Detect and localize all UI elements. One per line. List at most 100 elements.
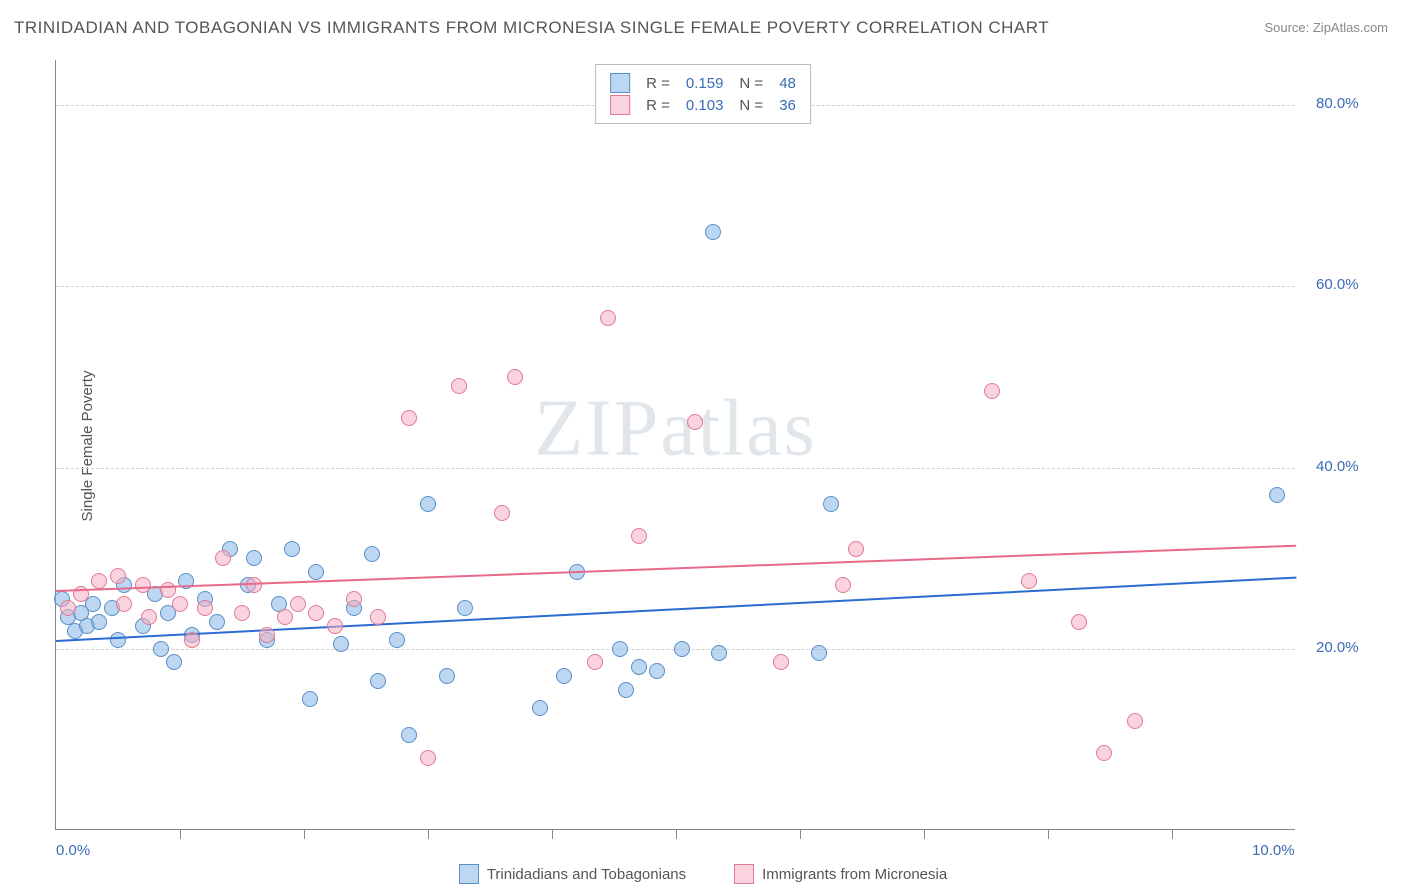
x-tick-label: 10.0% [1252,842,1295,859]
n-value-trinidad: 48 [779,75,796,92]
data-point [1096,745,1112,761]
r-label: R = [646,97,670,114]
data-point [532,700,548,716]
data-point [370,609,386,625]
data-point [327,618,343,634]
x-tick-mark [1172,829,1173,839]
chart-container: TRINIDADIAN AND TOBAGONIAN VS IMMIGRANTS… [0,0,1406,892]
data-point [172,596,188,612]
data-point [711,645,727,661]
data-point [587,654,603,670]
data-point [811,645,827,661]
data-point [389,632,405,648]
legend-label-micronesia: Immigrants from Micronesia [762,866,947,883]
watermark-text: ZIPatlas [534,384,817,475]
data-point [1021,573,1037,589]
x-tick-mark [180,829,181,839]
data-point [612,641,628,657]
data-point [290,596,306,612]
n-label: N = [739,75,763,92]
grid-line [56,286,1295,287]
n-value-micronesia: 36 [779,97,796,114]
y-tick-label: 60.0% [1316,276,1359,293]
swatch-pink-icon [610,95,630,115]
correlation-row-trinidad: R = 0.159 N = 48 [610,73,796,93]
x-tick-mark [304,829,305,839]
data-point [631,528,647,544]
data-point [507,369,523,385]
data-point [1269,487,1285,503]
data-point [773,654,789,670]
data-point [209,614,225,630]
data-point [1127,713,1143,729]
data-point [110,568,126,584]
x-tick-mark [676,829,677,839]
data-point [439,668,455,684]
x-tick-label: 0.0% [56,842,90,859]
data-point [184,632,200,648]
r-label: R = [646,75,670,92]
data-point [215,550,231,566]
x-tick-mark [800,829,801,839]
correlation-legend: R = 0.159 N = 48 R = 0.103 N = 36 [595,64,811,124]
data-point [687,414,703,430]
data-point [618,682,634,698]
trend-line [56,545,1296,592]
n-label: N = [739,97,763,114]
r-value-trinidad: 0.159 [686,75,724,92]
data-point [259,627,275,643]
data-point [166,654,182,670]
swatch-blue-icon [459,864,479,884]
data-point [984,383,1000,399]
data-point [346,591,362,607]
data-point [135,577,151,593]
data-point [116,596,132,612]
data-point [308,605,324,621]
data-point [234,605,250,621]
x-tick-mark [1048,829,1049,839]
data-point [91,573,107,589]
data-point [370,673,386,689]
y-tick-label: 40.0% [1316,458,1359,475]
data-point [401,410,417,426]
data-point [494,505,510,521]
data-point [600,310,616,326]
data-point [60,600,76,616]
data-point [110,632,126,648]
data-point [835,577,851,593]
data-point [308,564,324,580]
data-point [1071,614,1087,630]
data-point [674,641,690,657]
data-point [420,750,436,766]
y-tick-label: 80.0% [1316,95,1359,112]
data-point [246,550,262,566]
data-point [649,663,665,679]
data-point [153,641,169,657]
data-point [284,541,300,557]
data-point [302,691,318,707]
data-point [364,546,380,562]
data-point [451,378,467,394]
x-tick-mark [428,829,429,839]
source-label: Source: ZipAtlas.com [1264,20,1388,35]
data-point [91,614,107,630]
data-point [420,496,436,512]
chart-title: TRINIDADIAN AND TOBAGONIAN VS IMMIGRANTS… [14,18,1049,38]
data-point [141,609,157,625]
plot-area: ZIPatlas 20.0%40.0%60.0%80.0%0.0%10.0% [55,60,1295,830]
legend-item-trinidad: Trinidadians and Tobagonians [459,864,686,884]
data-point [631,659,647,675]
data-point [160,582,176,598]
grid-line [56,468,1295,469]
swatch-blue-icon [610,73,630,93]
correlation-row-micronesia: R = 0.103 N = 36 [610,95,796,115]
data-point [457,600,473,616]
data-point [848,541,864,557]
y-tick-label: 20.0% [1316,639,1359,656]
series-legend: Trinidadians and Tobagonians Immigrants … [0,864,1406,884]
data-point [197,600,213,616]
data-point [333,636,349,652]
legend-label-trinidad: Trinidadians and Tobagonians [487,866,686,883]
data-point [556,668,572,684]
data-point [401,727,417,743]
